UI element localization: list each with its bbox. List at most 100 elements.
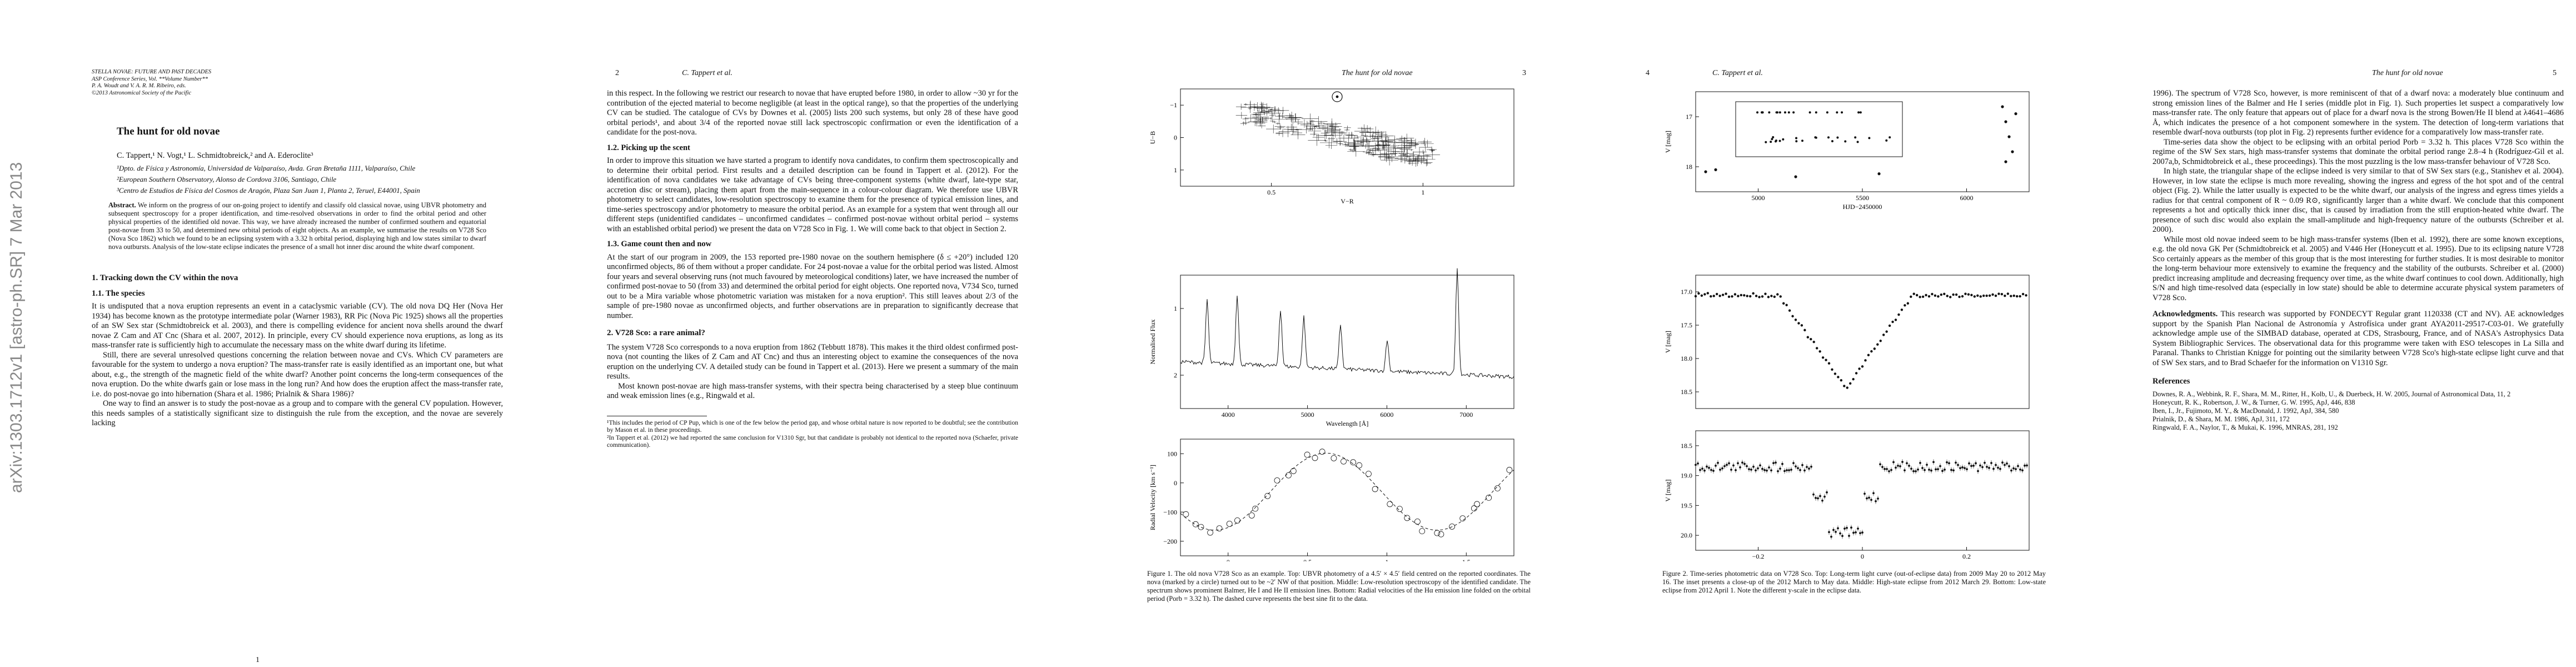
plot-point [1712, 470, 1715, 472]
plot-point [1740, 293, 1743, 297]
plot-point [1252, 505, 1259, 512]
plot-point [1948, 462, 1950, 465]
figure-caption: Figure 2. Time-series photometric data o… [1662, 570, 2046, 595]
plot-point [1776, 111, 1779, 114]
plot-point [1995, 464, 1997, 466]
plot-point [1843, 527, 1846, 530]
y-tick-label: 100 [1167, 450, 1177, 457]
y-axis-label: V [mag] [1664, 331, 1672, 353]
affiliations: ¹Dpto. de Física y Astronomía, Universid… [117, 164, 503, 195]
plot-point [1781, 462, 1783, 465]
plot-point [1857, 527, 1859, 530]
plot-point [1994, 294, 1997, 297]
abstract: Abstract. We inform on the progress of o… [108, 201, 486, 251]
plot-point [1806, 336, 1810, 339]
plot-point [1331, 455, 1337, 461]
plot-point [2019, 468, 2021, 471]
plot-point [1901, 461, 1904, 463]
plot-point [2019, 295, 2021, 298]
paragraph: The system V728 Sco corresponds to a nov… [607, 342, 1018, 381]
plot-point [1961, 295, 1964, 298]
plot-point [1984, 461, 1986, 464]
plot-point [1770, 295, 1773, 297]
paragraph: While most old novae indeed seem to be h… [2153, 235, 2564, 302]
abstract-text: We inform on the progress of our on-goin… [108, 201, 486, 251]
plot-point [1797, 467, 1799, 470]
plot-point [1815, 111, 1817, 114]
plot-point [1961, 466, 1964, 469]
plot-point [1783, 470, 1786, 472]
plot-point [1787, 111, 1790, 114]
plot-point [1419, 528, 1426, 534]
plot-point [1474, 501, 1480, 507]
plot-point [1876, 343, 1879, 346]
plot-point [1970, 465, 1972, 467]
y-tick-label: 18.5 [1681, 442, 1692, 450]
plot-point [1875, 500, 1877, 502]
plot-point [1319, 449, 1326, 455]
plot-point [2004, 295, 2006, 297]
plot-point [2010, 295, 2012, 297]
plot-point [1715, 292, 1718, 296]
plot-point [1735, 469, 1737, 471]
page-1: arXiv:1303.1712v1 [astro-ph.SR] 7 Mar 20… [0, 0, 515, 667]
plot-point [1979, 295, 1982, 298]
plot-point [1387, 501, 1393, 507]
plot-point [1757, 467, 1759, 470]
plot-point [1873, 347, 1876, 350]
plot-point [1695, 464, 1697, 466]
plot-point [1776, 293, 1779, 296]
plot-point [1372, 486, 1378, 492]
plot-point [1815, 347, 1818, 350]
plot-point [1800, 324, 1803, 327]
plot-point [1968, 462, 1970, 465]
plot-point [1868, 496, 1870, 499]
plot-point [2026, 464, 2028, 467]
plot-point [1877, 172, 1881, 176]
plot-point [1906, 462, 1908, 465]
plot-point [1899, 465, 1901, 467]
plot-point [1792, 462, 1795, 465]
plot-point [1940, 293, 1943, 296]
plot-point [1818, 350, 1821, 353]
x-tick-label: 5500 [1856, 194, 1869, 202]
y-tick-label: 18.5 [1681, 388, 1692, 396]
y-axis-label: Radial Velocity [km s⁻¹] [1149, 465, 1157, 530]
plot-point [1844, 140, 1847, 143]
x-tick-label: 0 [1861, 552, 1864, 560]
page-5: The hunt for old novae 5 1996). The spec… [2061, 0, 2576, 667]
plot-point [1943, 292, 1946, 296]
plot-point [1837, 527, 1839, 530]
reference: Downes, R. A., Webbink, R. F., Shara, M.… [2153, 390, 2511, 398]
plot-point [1795, 137, 1798, 140]
plot-point [1746, 295, 1748, 297]
plot-point [1761, 467, 1763, 470]
plot-point [1852, 531, 1855, 534]
plot-point [1712, 295, 1715, 297]
plot-point [1755, 295, 1758, 297]
subsection-heading: 1.3. Game count then and now [607, 240, 712, 248]
plot-point [1494, 485, 1501, 491]
plot-point [1815, 136, 1817, 139]
plot-point [1825, 359, 1827, 361]
plot-point [1888, 324, 1891, 327]
plot-point [1731, 295, 1733, 298]
plot-point [1721, 467, 1723, 470]
plot-point [1817, 497, 1819, 500]
plot-point [1870, 499, 1872, 501]
plot-frame [1180, 275, 1514, 409]
affiliation: ³Centro de Estudios de Física del Cosmos… [117, 186, 420, 195]
plot-point [1743, 294, 1746, 297]
plot-point [1752, 292, 1755, 295]
plot-point [1934, 294, 1937, 297]
paragraph: Time-series data show the object to be e… [2153, 137, 2564, 166]
y-axis-label: U−B [1149, 131, 1157, 144]
plot-point [2004, 464, 2006, 466]
page-number: 4 [1646, 69, 1650, 77]
plot-frame [1695, 275, 2030, 409]
plot-point [2017, 465, 2019, 467]
plot-point [1700, 294, 1703, 297]
y-tick-label: 18.0 [1681, 355, 1692, 362]
plot-point [1748, 295, 1752, 298]
plot-point [1985, 294, 1988, 297]
